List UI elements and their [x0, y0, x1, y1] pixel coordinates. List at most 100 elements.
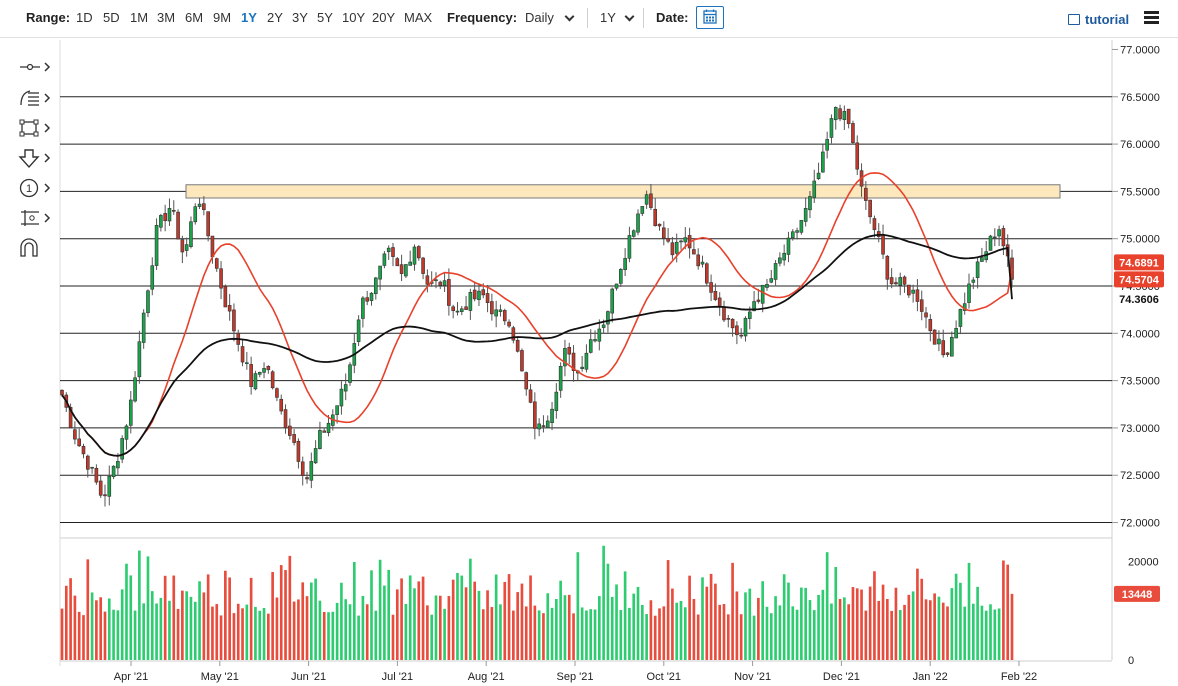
range-max-button[interactable]: MAX	[404, 10, 433, 25]
candle-body	[945, 352, 950, 355]
candle-body	[619, 269, 623, 284]
range-3m-button[interactable]: 3M	[157, 10, 176, 25]
candle-body	[356, 319, 361, 342]
candle-body	[300, 461, 305, 476]
down-arrow-tool-icon[interactable]	[18, 147, 52, 169]
volume-bar	[963, 606, 967, 660]
candle-body	[812, 180, 817, 198]
candle-body	[997, 229, 1001, 237]
hamburger-menu-icon[interactable]	[1144, 11, 1159, 24]
chevron-down-icon[interactable]	[624, 11, 635, 22]
range-1d-button[interactable]: 1D	[76, 10, 93, 25]
volume-bar	[894, 587, 898, 660]
candle-body	[713, 290, 718, 300]
range-5d-button[interactable]: 5D	[103, 10, 120, 25]
divider	[587, 8, 588, 28]
volume-bar	[90, 592, 94, 660]
range-1y-button[interactable]: 1Y	[241, 10, 257, 25]
calendar-icon	[703, 9, 717, 24]
magnet-icon[interactable]	[18, 237, 52, 259]
volume-bar	[400, 578, 403, 660]
range-2y-button[interactable]: 2Y	[267, 10, 283, 25]
candle-body	[537, 423, 541, 430]
candle-body	[90, 466, 94, 469]
period-select[interactable]: 1Y	[600, 10, 616, 25]
candle-body	[545, 420, 550, 428]
candle-body	[408, 261, 412, 266]
range-5y-button[interactable]: 5Y	[317, 10, 333, 25]
candle-body	[335, 405, 339, 415]
chevron-down-icon[interactable]	[564, 11, 575, 22]
candle-body	[124, 425, 129, 440]
candle-body	[558, 366, 563, 391]
candle-body	[197, 203, 202, 207]
range-1m-button[interactable]: 1M	[130, 10, 149, 25]
volume-bar	[572, 613, 575, 660]
price-tick-label: 73.0000	[1120, 423, 1160, 435]
candle-body	[111, 465, 116, 478]
annotation-number-icon[interactable]: 1	[18, 177, 52, 199]
candle-body	[885, 255, 890, 280]
range-6m-button[interactable]: 6M	[185, 10, 204, 25]
volume-bar	[881, 584, 885, 660]
candle-body	[485, 293, 490, 303]
candle-body	[588, 339, 593, 353]
candle-body	[120, 438, 124, 460]
fibonacci-tool-icon[interactable]	[18, 87, 52, 109]
range-20y-button[interactable]: 20Y	[372, 10, 396, 25]
volume-bar	[198, 581, 201, 660]
candle-body	[902, 276, 907, 285]
volume-bar	[331, 611, 335, 660]
volume-bar	[580, 607, 584, 660]
candle-body	[683, 237, 688, 243]
candle-body	[528, 389, 533, 403]
range-10y-button[interactable]: 10Y	[342, 10, 366, 25]
volume-bar	[567, 594, 571, 660]
date-picker-button[interactable]	[696, 6, 724, 29]
volume-bar	[830, 603, 833, 660]
chart-toolbar: Range: 1D 5D 1M 3M 6M 9M 1Y 2Y 3Y 5Y 10Y…	[0, 0, 1178, 38]
candle-body	[502, 310, 507, 322]
measure-tool-icon[interactable]	[18, 207, 52, 229]
volume-bar	[623, 571, 627, 660]
volume-bar	[606, 563, 610, 660]
candle-body	[786, 237, 791, 255]
candle-body	[382, 253, 387, 266]
volume-bar	[628, 607, 631, 660]
range-3y-button[interactable]: 3Y	[292, 10, 308, 25]
film-icon[interactable]	[1068, 14, 1080, 25]
candle-body	[541, 425, 546, 427]
candle-body	[68, 407, 73, 428]
rectangle-tool-icon[interactable]	[18, 117, 52, 139]
volume-bar	[378, 559, 382, 660]
candle-body	[451, 306, 455, 311]
crosshair-tool-icon[interactable]	[18, 56, 52, 78]
candle-body	[662, 227, 666, 239]
volume-bar	[309, 582, 313, 660]
volume-bar	[473, 581, 476, 660]
candle-body	[318, 430, 322, 449]
frequency-select[interactable]: Daily	[525, 10, 554, 25]
candle-body	[477, 290, 481, 300]
candle-body	[425, 275, 430, 285]
volume-bar	[907, 594, 911, 660]
volume-bar	[456, 572, 459, 660]
volume-bar	[765, 606, 769, 660]
candle-body	[313, 448, 318, 464]
tutorial-link[interactable]: tutorial	[1085, 12, 1130, 27]
candle-body	[842, 111, 847, 121]
candle-body	[60, 389, 64, 396]
volume-bar	[795, 609, 799, 660]
volume-bar	[834, 566, 838, 660]
candle-body	[219, 268, 223, 289]
volume-bar	[808, 600, 812, 660]
volume-bar	[361, 596, 365, 660]
candle-body	[429, 281, 434, 284]
candle-body	[666, 238, 670, 242]
volume-bar	[989, 604, 992, 660]
candle-body	[790, 231, 795, 239]
range-9m-button[interactable]: 9M	[213, 10, 232, 25]
price-tick-label: 72.0000	[1120, 518, 1160, 530]
volume-bar	[950, 588, 954, 660]
